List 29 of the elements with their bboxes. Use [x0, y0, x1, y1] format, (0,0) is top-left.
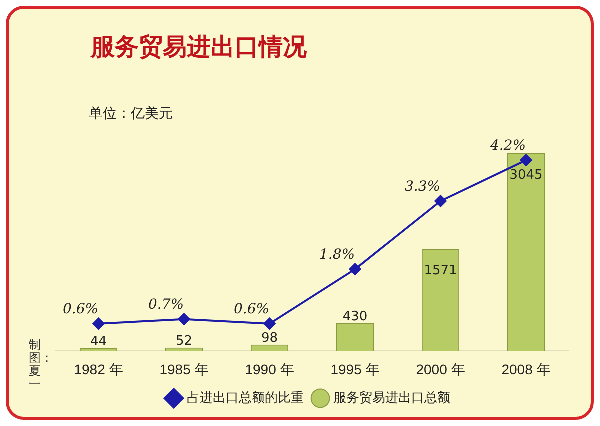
- data-label: 430: [342, 310, 368, 325]
- point: [92, 318, 105, 330]
- x-tick-label: 2008 年: [502, 361, 551, 378]
- point: [434, 195, 447, 208]
- chart-title: 服务贸易进出口情况: [91, 31, 307, 63]
- legend-label: 服务贸易进出口总额: [334, 390, 450, 406]
- data-label: 1.8%: [319, 247, 356, 264]
- data-label: 3.3%: [404, 178, 441, 195]
- data-label: 98: [261, 331, 278, 346]
- point: [178, 313, 190, 326]
- x-tick-label: 1995 年: [330, 361, 380, 378]
- x-tick-label: 1985 年: [160, 361, 209, 378]
- legend-label: 占进出口总额的比重: [187, 390, 304, 406]
- data-label: 3045: [510, 168, 543, 183]
- text: 制图：夏一: [29, 338, 53, 391]
- text: 单位：亿美元: [89, 105, 173, 123]
- point: [520, 154, 532, 166]
- data-label: 52: [176, 334, 193, 350]
- point: [349, 263, 362, 276]
- data-label: 0.6%: [62, 302, 99, 318]
- point: [264, 318, 276, 330]
- data-label: 0.6%: [234, 302, 270, 318]
- x-tick-label: 1990 年: [245, 361, 294, 378]
- data-label: 0.7%: [148, 297, 184, 314]
- data-label: 4.2%: [489, 138, 526, 154]
- data-label: 1571: [424, 264, 458, 279]
- data-label: 44: [90, 334, 108, 350]
- x-tick-label: 1982 年: [74, 361, 124, 378]
- x-tick-label: 2000 年: [416, 361, 466, 378]
